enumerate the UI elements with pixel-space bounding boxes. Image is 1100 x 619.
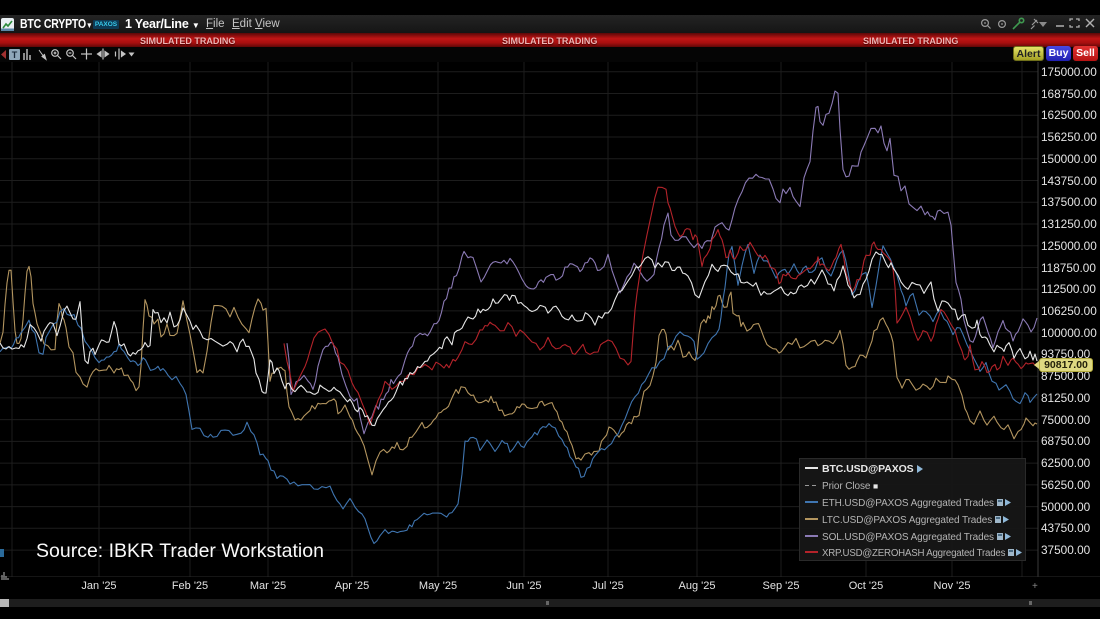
- svg-text:T: T: [12, 50, 18, 60]
